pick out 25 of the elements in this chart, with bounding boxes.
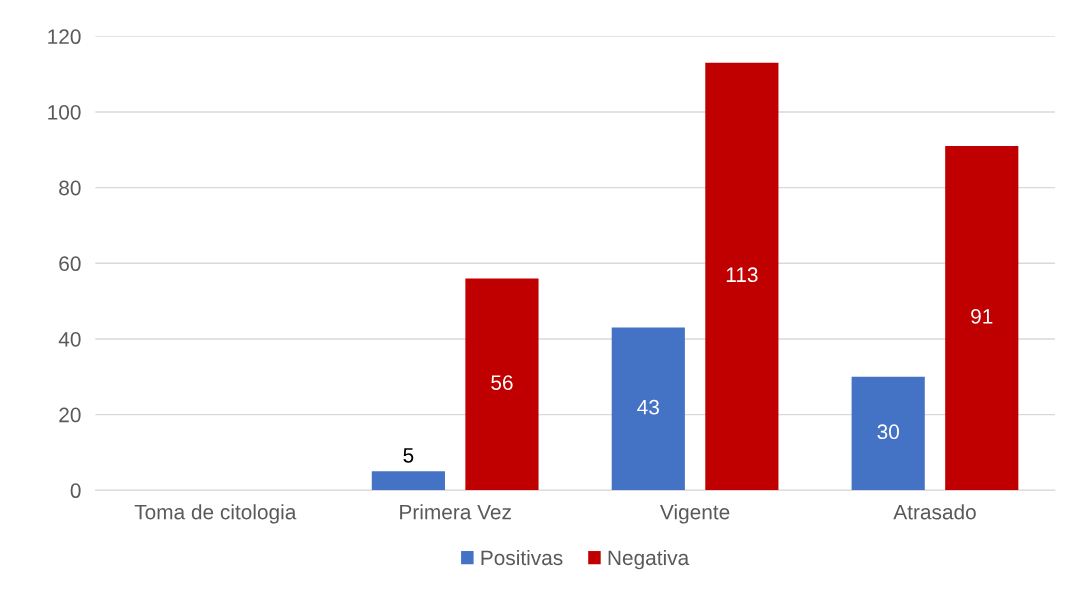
bar [465,278,539,491]
data-label: 43 [637,399,659,415]
x-tick-label: Vigente [660,504,730,524]
y-tick-label: 60 [59,256,81,272]
data-label: 113 [726,267,758,283]
bar [611,327,685,491]
bar [945,146,1019,491]
y-tick-label: 80 [59,180,81,196]
legend-label: Positivas [481,549,563,566]
data-label: 5 [403,448,414,463]
x-tick-label: Atrasado [893,504,976,520]
y-tick-label: 0 [70,483,81,499]
y-tick-label: 20 [59,407,81,423]
data-label: 91 [971,308,993,324]
data-label: 56 [491,375,513,390]
bar [705,62,779,491]
x-tick-label: Toma de citologia [134,504,297,524]
legend-label: Negativa [608,549,690,570]
y-tick-label: 40 [58,331,81,347]
y-tick-label: 120 [48,29,81,45]
data-label: 30 [877,424,899,440]
y-tick-label: 100 [48,104,81,120]
x-tick-label: Primera Vez [400,504,511,520]
bar [851,376,925,491]
bar [371,471,445,491]
